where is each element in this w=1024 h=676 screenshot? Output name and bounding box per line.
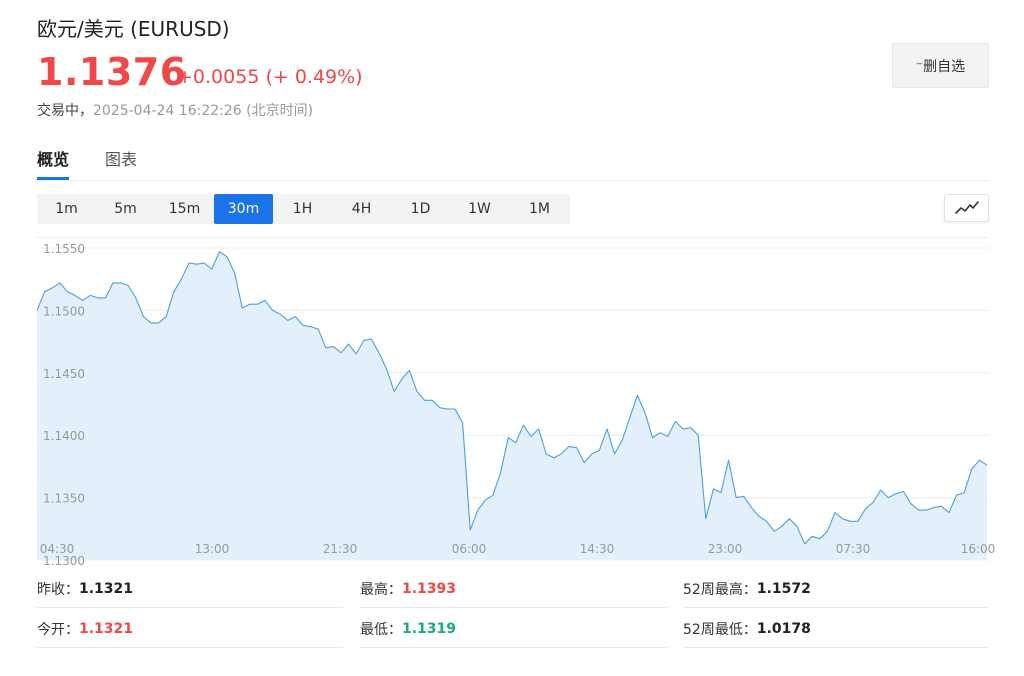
line-chart-icon (954, 201, 979, 214)
stat-label: 昨收： (37, 581, 79, 598)
y-tick-label: 1.1300 (43, 554, 85, 568)
price-line (36, 251, 988, 545)
timeframe-1h[interactable]: 1H (292, 201, 313, 217)
y-tick-label: 1.1450 (43, 367, 85, 381)
x-tick-label: 14:30 (580, 542, 615, 556)
stat-value: 1.1321 (79, 580, 134, 597)
y-tick-label: 1.1550 (43, 242, 85, 256)
x-tick-label: 06:00 (452, 542, 487, 556)
x-tick-label: 21:30 (323, 542, 358, 556)
timestamp: 2025-04-24 16:22:26 (北京时间) (93, 103, 314, 119)
timeframe-selector: 1m 5m 15m 30m 1H 4H 1D 1W 1M (37, 194, 570, 224)
tab-chart[interactable]: 图表 (105, 150, 138, 169)
x-tick-label: 16:00 (961, 542, 996, 556)
stat-open: 今开： 1.1321 (37, 610, 343, 648)
stat-52w-high: 52周最高： 1.1572 (683, 570, 989, 608)
stat-label: 最高： (360, 581, 402, 598)
timeframe-5m[interactable]: 5m (114, 201, 137, 217)
x-tick-label: 13:00 (195, 542, 230, 556)
chart-top-divider (37, 237, 989, 238)
stat-value: 1.1572 (756, 580, 811, 597)
stat-prev-close: 昨收： 1.1321 (37, 570, 343, 608)
tabs-divider (37, 180, 989, 181)
x-tick-label: 23:00 (708, 542, 743, 556)
y-tick-label: 1.1350 (43, 492, 85, 506)
price-chart[interactable]: 1.1550 1.1500 1.1450 1.1400 1.1350 1.130004:3… (0, 0, 1024, 570)
stat-label: 今开： (37, 621, 79, 638)
price-area-fill (37, 251, 987, 560)
y-tick-label: 1.1400 (43, 429, 85, 443)
timeframe-1d[interactable]: 1D (410, 201, 431, 217)
x-tick-label: 04:30 (40, 542, 75, 556)
timeframe-15m[interactable]: 15m (168, 201, 201, 217)
stat-label: 52周最低： (683, 621, 757, 638)
stat-value: 1.1321 (79, 620, 134, 637)
current-price: 1.1376 (37, 50, 187, 94)
price-change: +0.0055 (+ 0.49%) (177, 66, 363, 88)
status-text: 交易中， (37, 103, 93, 119)
chart-type-button[interactable] (944, 194, 989, 222)
timeframe-30m[interactable]: 30m (214, 194, 273, 224)
stat-label: 最低： (360, 621, 402, 638)
instrument-title: 欧元/美元 (EURUSD) (37, 17, 230, 41)
remove-watchlist-button[interactable]: ⁻删自选 (892, 43, 989, 88)
timeframe-1m-month[interactable]: 1M (529, 201, 550, 217)
trading-status: 交易中，2025-04-24 16:22:26 (北京时间) (37, 100, 313, 120)
timeframe-1m[interactable]: 1m (55, 201, 78, 217)
stats-row-1: 昨收： 1.1321 最高： 1.1393 52周最高： 1.1572 (37, 570, 989, 608)
stats-row-2: 今开： 1.1321 最低： 1.1319 52周最低： 1.0178 (37, 610, 989, 648)
view-tabs: 概览 图表 (37, 146, 173, 180)
stat-low: 最低： 1.1319 (360, 610, 667, 648)
timeframe-4h[interactable]: 4H (351, 201, 372, 217)
stat-high: 最高： 1.1393 (360, 570, 667, 608)
x-tick-label: 07:30 (836, 542, 871, 556)
y-tick-label: 1.1500 (43, 304, 85, 318)
stat-label: 52周最高： (683, 581, 757, 598)
stat-value: 1.0178 (756, 620, 811, 637)
tab-overview[interactable]: 概览 (37, 146, 70, 180)
stat-52w-low: 52周最低： 1.0178 (683, 610, 989, 648)
stat-value: 1.1393 (402, 580, 457, 597)
stat-value: 1.1319 (402, 620, 457, 637)
timeframe-1w[interactable]: 1W (468, 201, 491, 217)
